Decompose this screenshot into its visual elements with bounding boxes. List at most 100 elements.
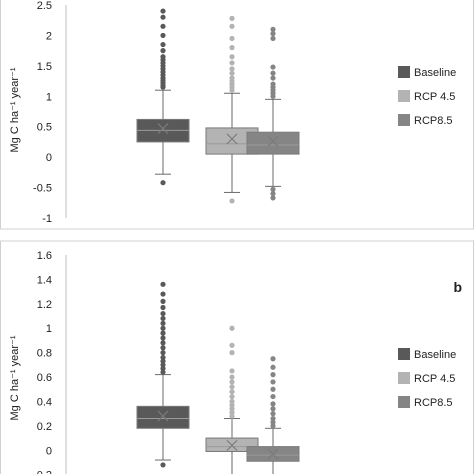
panel-label: b <box>453 279 462 295</box>
outlier-point <box>229 368 235 374</box>
outlier-point <box>229 413 235 419</box>
y-tick-label: 2 <box>46 30 52 42</box>
outlier-point <box>229 384 235 390</box>
outlier-point <box>229 393 235 400</box>
y-axis-title: Mg C ha⁻¹ year⁻¹ <box>9 335 21 420</box>
outlier-point <box>229 35 235 42</box>
outlier-point <box>160 291 166 297</box>
box-baseline <box>136 8 190 186</box>
outlier-point <box>270 386 276 392</box>
legend-label: RCP 4.5 <box>414 373 455 385</box>
y-tick-label: 1 <box>46 91 52 103</box>
outlier-point <box>270 406 276 412</box>
outlier-point <box>229 75 235 81</box>
outlier-point <box>160 340 166 346</box>
legend-label: RCP 4.5 <box>414 91 455 103</box>
y-tick-label: 0.4 <box>37 396 52 408</box>
outlier-point <box>270 393 276 400</box>
outlier-point <box>160 320 166 326</box>
outlier-point <box>270 411 276 417</box>
outlier-point <box>160 23 166 29</box>
outlier-point <box>160 304 166 311</box>
legend-label: Baseline <box>414 67 456 79</box>
outlier-point <box>229 198 235 204</box>
y-tick-label: 1.5 <box>37 61 52 73</box>
y-tick-label: 1 <box>46 323 52 335</box>
y-tick-label: 0.5 <box>37 122 52 134</box>
outlier-point <box>270 81 276 87</box>
iqr-box <box>136 405 190 429</box>
outlier-point <box>160 8 166 14</box>
box-rcp-4.5 <box>205 325 259 474</box>
mean-marker <box>157 410 169 422</box>
mean-marker <box>157 123 169 134</box>
outlier-point <box>229 45 235 51</box>
outlier-point <box>160 180 166 186</box>
outlier-point <box>270 26 276 32</box>
outlier-point <box>270 186 276 192</box>
outlier-point <box>229 23 235 29</box>
y-tick-label: 0.8 <box>37 348 52 360</box>
legend-swatch <box>398 114 410 126</box>
box-rcp8.5 <box>246 26 300 201</box>
outlier-point <box>160 362 166 368</box>
panel-b-plot: -0.2 0 0.2 0.4 0.6 0.8 1 1.2 1.4 1.6 Baseline RCP 4… <box>33 250 456 474</box>
outlier-point <box>160 335 166 341</box>
y-tick-label: 1.2 <box>37 299 52 311</box>
outlier-point <box>270 31 276 37</box>
outlier-point <box>270 195 276 201</box>
outlier-point <box>160 365 166 372</box>
outlier-point <box>229 389 235 395</box>
outlier-point <box>270 191 276 197</box>
mean-marker <box>226 133 238 145</box>
outlier-point <box>160 41 166 48</box>
y-tick-label: -1 <box>42 213 52 225</box>
outlier-point <box>160 350 166 356</box>
legend-swatch <box>398 90 410 102</box>
outlier-point <box>229 409 235 416</box>
outlier-point <box>270 35 276 42</box>
outlier-point <box>270 364 276 370</box>
outlier-point <box>160 281 166 287</box>
legend-swatch <box>398 66 410 78</box>
outlier-point <box>160 330 166 336</box>
outlier-point <box>229 402 235 408</box>
legend-swatch <box>398 348 410 360</box>
legend-swatch <box>398 372 410 384</box>
outlier-point <box>270 70 276 76</box>
y-tick-label: 0.6 <box>37 372 52 384</box>
outlier-point <box>229 60 235 66</box>
outlier-point <box>160 310 166 317</box>
box-rcp8.5 <box>246 356 300 474</box>
outlier-point <box>160 298 166 304</box>
outlier-point <box>270 415 276 422</box>
outlier-point <box>229 70 235 76</box>
outlier-point <box>270 401 276 407</box>
y-tick-label: 1.4 <box>37 274 52 286</box>
outlier-point <box>160 345 166 351</box>
outlier-point <box>229 15 235 21</box>
legend-label: RCP8.5 <box>414 397 453 409</box>
outlier-point <box>229 406 235 412</box>
y-axis-title: Mg C ha⁻¹ year⁻¹ <box>9 67 21 152</box>
box-baseline <box>136 281 190 468</box>
mean-marker <box>226 439 238 451</box>
y-tick-label: 1.6 <box>37 250 52 262</box>
outlier-point <box>229 325 235 331</box>
legend-label: RCP8.5 <box>414 115 453 127</box>
y-tick-label: -0.2 <box>33 470 52 474</box>
mean-marker <box>267 448 279 460</box>
y-tick-label: 0 <box>46 445 52 457</box>
outlier-point <box>270 419 276 425</box>
outlier-point <box>270 423 276 429</box>
y-tick-label: 2.5 <box>37 0 52 12</box>
outlier-point <box>229 350 235 356</box>
legend-label: Baseline <box>414 349 456 361</box>
outlier-point <box>160 462 166 468</box>
outlier-point <box>270 372 276 378</box>
legend-swatch <box>398 396 410 408</box>
outlier-point <box>270 64 276 70</box>
iqr-box <box>246 131 300 155</box>
outlier-point <box>160 315 166 322</box>
